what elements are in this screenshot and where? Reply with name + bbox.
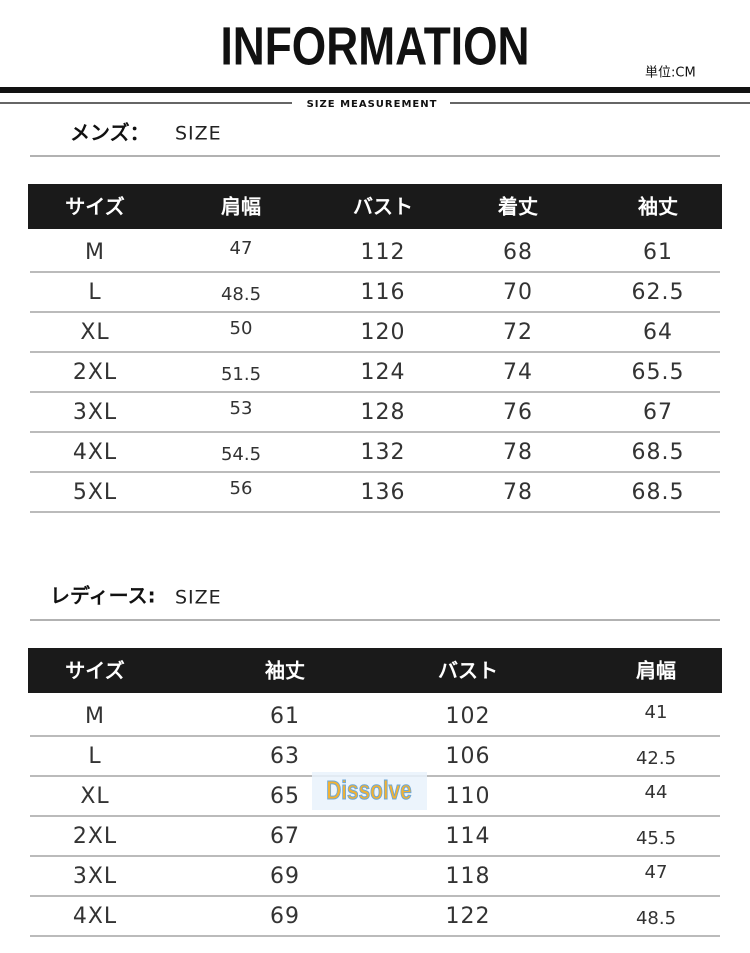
cell: 118 bbox=[446, 864, 491, 889]
watermark-box bbox=[312, 772, 427, 810]
cell: 54.5 bbox=[221, 444, 261, 465]
row-label: 3XL bbox=[73, 400, 117, 425]
cell: 69 bbox=[270, 904, 300, 929]
row-label: 3XL bbox=[73, 864, 117, 889]
cell: 68 bbox=[503, 240, 533, 265]
row-label: XL bbox=[80, 784, 109, 809]
cell: 136 bbox=[361, 480, 406, 505]
cell: 70 bbox=[503, 280, 533, 305]
cell: 56 bbox=[230, 478, 253, 499]
cell: 112 bbox=[361, 240, 406, 265]
tables: サイズ 肩幅 バスト 着丈 袖丈M 47 112 68 61L 48.5 116 70 62.5XL 50… bbox=[28, 184, 722, 937]
cell: 64 bbox=[643, 320, 673, 345]
cell: 106 bbox=[446, 744, 491, 769]
cell: 47 bbox=[230, 238, 253, 259]
row-label: M bbox=[85, 240, 105, 265]
cell: 53 bbox=[230, 398, 253, 419]
cell: 110 bbox=[446, 784, 491, 809]
row-label: L bbox=[88, 280, 101, 305]
section-label: レディース: bbox=[50, 584, 156, 608]
cell: 65.5 bbox=[632, 360, 685, 385]
row-label: 4XL bbox=[73, 440, 117, 465]
row-label: XL bbox=[80, 320, 109, 345]
size-label: SIZE bbox=[175, 123, 222, 145]
cell: 76 bbox=[503, 400, 533, 425]
cell: 78 bbox=[503, 440, 533, 465]
cell: 61 bbox=[643, 240, 673, 265]
size-label: SIZE bbox=[175, 587, 222, 609]
column-header: 袖丈 bbox=[638, 195, 678, 219]
cell: 72 bbox=[503, 320, 533, 345]
column-header: バスト bbox=[353, 195, 413, 219]
column-header: 袖丈 bbox=[265, 659, 305, 683]
row-label: 2XL bbox=[73, 824, 117, 849]
cell: 63 bbox=[270, 744, 300, 769]
row-label: 4XL bbox=[73, 904, 117, 929]
cell: 114 bbox=[446, 824, 491, 849]
table-header bbox=[28, 184, 722, 229]
cell: 67 bbox=[270, 824, 300, 849]
cell: 42.5 bbox=[636, 748, 676, 769]
cell: 122 bbox=[446, 904, 491, 929]
cell: 102 bbox=[446, 704, 491, 729]
cell: 116 bbox=[361, 280, 406, 305]
column-header: 肩幅 bbox=[636, 659, 676, 683]
subtitle: SIZE MEASUREMENT bbox=[307, 99, 438, 110]
cell: 62.5 bbox=[632, 280, 685, 305]
cell: 44 bbox=[645, 782, 668, 803]
row-label: L bbox=[88, 744, 101, 769]
title: INFORMATION bbox=[221, 16, 530, 76]
watermark: Dissolve bbox=[326, 776, 412, 805]
cell: 65 bbox=[270, 784, 300, 809]
cell: 47 bbox=[645, 862, 668, 883]
unit: 単位:CM bbox=[645, 65, 696, 81]
cell: 48.5 bbox=[221, 284, 261, 305]
cell: 132 bbox=[361, 440, 406, 465]
cell: 67 bbox=[643, 400, 673, 425]
row-label: M bbox=[85, 704, 105, 729]
section-label: メンズ： bbox=[70, 121, 150, 145]
column-header: 着丈 bbox=[497, 195, 538, 219]
cell: 50 bbox=[230, 318, 253, 339]
cell: 48.5 bbox=[636, 908, 676, 929]
header-bar bbox=[0, 87, 750, 93]
cell: 45.5 bbox=[636, 828, 676, 849]
cell: 69 bbox=[270, 864, 300, 889]
table-header bbox=[28, 648, 722, 693]
cell: 68.5 bbox=[632, 480, 685, 505]
cell: 128 bbox=[361, 400, 406, 425]
column-header: 肩幅 bbox=[221, 195, 261, 219]
cell: 41 bbox=[645, 702, 668, 723]
cell: 74 bbox=[503, 360, 533, 385]
cell: 124 bbox=[361, 360, 406, 385]
cell: 61 bbox=[270, 704, 300, 729]
column-header: サイズ bbox=[65, 659, 124, 683]
cell: 51.5 bbox=[221, 364, 261, 385]
column-header: サイズ bbox=[65, 195, 124, 219]
column-header: バスト bbox=[438, 659, 498, 683]
cell: 78 bbox=[503, 480, 533, 505]
row-label: 5XL bbox=[73, 480, 117, 505]
cell: 120 bbox=[361, 320, 406, 345]
cell: 68.5 bbox=[632, 440, 685, 465]
row-label: 2XL bbox=[73, 360, 117, 385]
